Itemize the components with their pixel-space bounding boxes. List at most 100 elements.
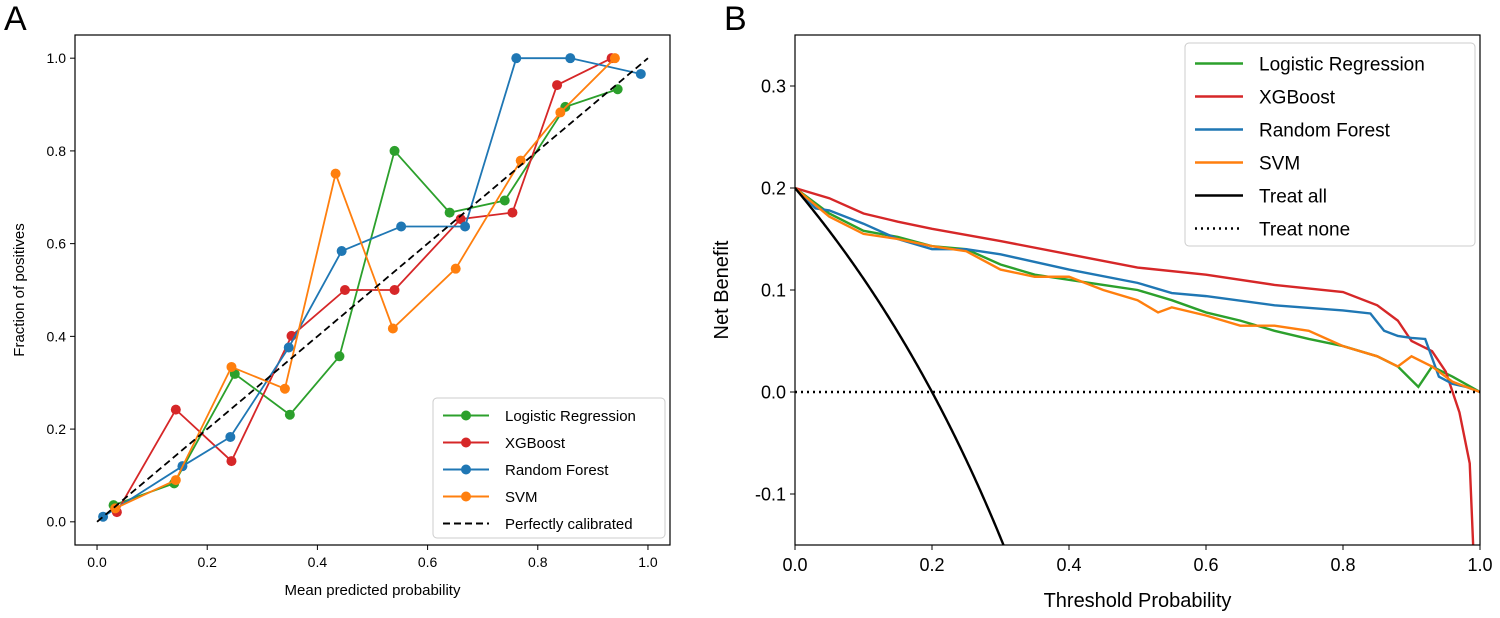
- plot-frame: [74, 34, 671, 546]
- legend-label: Perfectly calibrated: [505, 516, 633, 533]
- panel-a: A 0.0 0.2 0.4 0.6 0.8 1.0 0.0 0.2 0.4 0.6 0.8 1.0 Mea…: [4, 0, 671, 599]
- legend-item: XGBoost: [443, 435, 566, 452]
- legend-item: SVM: [443, 489, 538, 506]
- x-axis-label: Mean predicted probability: [285, 582, 461, 599]
- legend-box: [432, 397, 666, 539]
- data-point: [330, 168, 341, 179]
- data-point: [507, 207, 518, 218]
- legend-label: Random Forest: [1259, 120, 1391, 141]
- plot-area: [795, 186, 1480, 545]
- y-tick-label: 0.8: [47, 143, 67, 159]
- data-point: [609, 53, 620, 64]
- data-point: [389, 145, 400, 156]
- series-line-random-forest: [795, 187, 1480, 394]
- legend-marker: [461, 464, 471, 475]
- y-tick-label: 0.0: [761, 382, 786, 402]
- series-line-xgboost: [795, 186, 1475, 545]
- legend-item: Perfectly calibrated: [443, 516, 633, 533]
- legend-item: SVM: [1195, 153, 1300, 174]
- legend-label: XGBoost: [1259, 87, 1336, 108]
- y-tick-label: 1.0: [47, 50, 67, 66]
- legend-item: Random Forest: [1195, 120, 1391, 141]
- data-point: [170, 475, 181, 486]
- data-point: [455, 214, 466, 225]
- legend-label: Treat all: [1259, 186, 1327, 207]
- data-point: [110, 503, 121, 514]
- legend-item: Logistic Regression: [443, 408, 636, 425]
- data-point: [336, 246, 347, 257]
- data-point: [450, 263, 461, 274]
- y-axis-label: Fraction of positives: [11, 223, 28, 356]
- y-tick-label: 0.2: [47, 421, 67, 437]
- legend-item: Treat all: [1195, 186, 1327, 207]
- data-point: [339, 285, 350, 295]
- y-tick-label: 0.3: [761, 76, 786, 96]
- series-line-random-forest: [102, 57, 641, 518]
- panel-label: B: [724, 0, 747, 38]
- data-point: [565, 53, 576, 64]
- series-line-svm: [114, 57, 616, 510]
- data-point: [279, 383, 290, 394]
- x-tick-label: 0.4: [308, 554, 328, 570]
- series-line-svm: [795, 187, 1480, 394]
- legend-marker: [461, 491, 471, 502]
- plot-frame: [794, 34, 1481, 546]
- x-tick-label: 0.2: [919, 555, 944, 575]
- x-tick-label: 0.6: [1193, 555, 1218, 575]
- legend-label: Logistic Regression: [505, 408, 636, 425]
- legend-label: Random Forest: [505, 462, 609, 479]
- legend-item: Logistic Regression: [1195, 54, 1425, 75]
- panel-b: B 0.0 0.2 0.4 0.6 0.8 1.0 -0.1 0.0 0.1 0.2 0.3 Thres…: [711, 0, 1493, 612]
- x-tick-label: 0.0: [782, 555, 807, 575]
- legend-label: XGBoost: [505, 435, 566, 452]
- legend-label: SVM: [505, 489, 538, 506]
- y-tick-label: 0.1: [761, 280, 786, 300]
- x-tick-label: 0.0: [87, 554, 107, 570]
- legend-box: [1184, 42, 1476, 247]
- legend-item: XGBoost: [1195, 87, 1336, 108]
- x-tick-label: 0.6: [418, 554, 438, 570]
- legend-item: Random Forest: [443, 462, 609, 479]
- y-tick-label: 0.4: [47, 328, 67, 344]
- series-line-xgboost: [116, 57, 612, 513]
- y-axis-label: Net Benefit: [711, 240, 733, 339]
- y-tick-label: 0.6: [47, 236, 67, 252]
- legend: Logistic Regression XGBoost Random Forest S…: [1184, 42, 1476, 247]
- plot-area: [96, 53, 649, 523]
- legend-marker: [461, 437, 471, 448]
- legend-label: SVM: [1259, 153, 1300, 174]
- y-tick-label: -0.1: [755, 484, 786, 504]
- data-point: [334, 351, 345, 362]
- legend-item: Treat none: [1195, 219, 1350, 240]
- x-tick-label: 0.8: [528, 554, 548, 570]
- data-point: [460, 221, 471, 232]
- x-axis-label: Threshold Probability: [1044, 590, 1232, 612]
- x-tick-label: 0.8: [1330, 555, 1355, 575]
- legend-marker: [461, 410, 471, 421]
- data-point: [389, 285, 400, 295]
- series-line-treat-all: [795, 187, 1005, 545]
- x-tick-label: 1.0: [1467, 555, 1492, 575]
- legend-label: Logistic Regression: [1259, 54, 1425, 75]
- data-point: [226, 361, 237, 372]
- data-point: [225, 431, 236, 442]
- panel-label: A: [4, 0, 27, 38]
- y-tick-label: 0.2: [761, 178, 786, 198]
- series-line-perfectly-calibrated: [96, 57, 649, 523]
- legend-label: Treat none: [1259, 219, 1350, 240]
- data-point: [552, 80, 563, 91]
- x-tick-label: 0.4: [1056, 555, 1081, 575]
- y-tick-label: 0.0: [47, 514, 67, 530]
- data-point: [387, 323, 398, 334]
- data-point: [515, 155, 526, 166]
- data-point: [283, 342, 294, 353]
- data-point: [396, 221, 407, 232]
- x-tick-label: 1.0: [638, 554, 658, 570]
- data-point: [511, 53, 522, 64]
- data-point: [444, 207, 455, 218]
- data-point: [555, 107, 566, 118]
- legend: Logistic Regression XGBoost Random Forest S…: [432, 397, 666, 539]
- data-point: [170, 404, 181, 415]
- data-point: [226, 456, 237, 467]
